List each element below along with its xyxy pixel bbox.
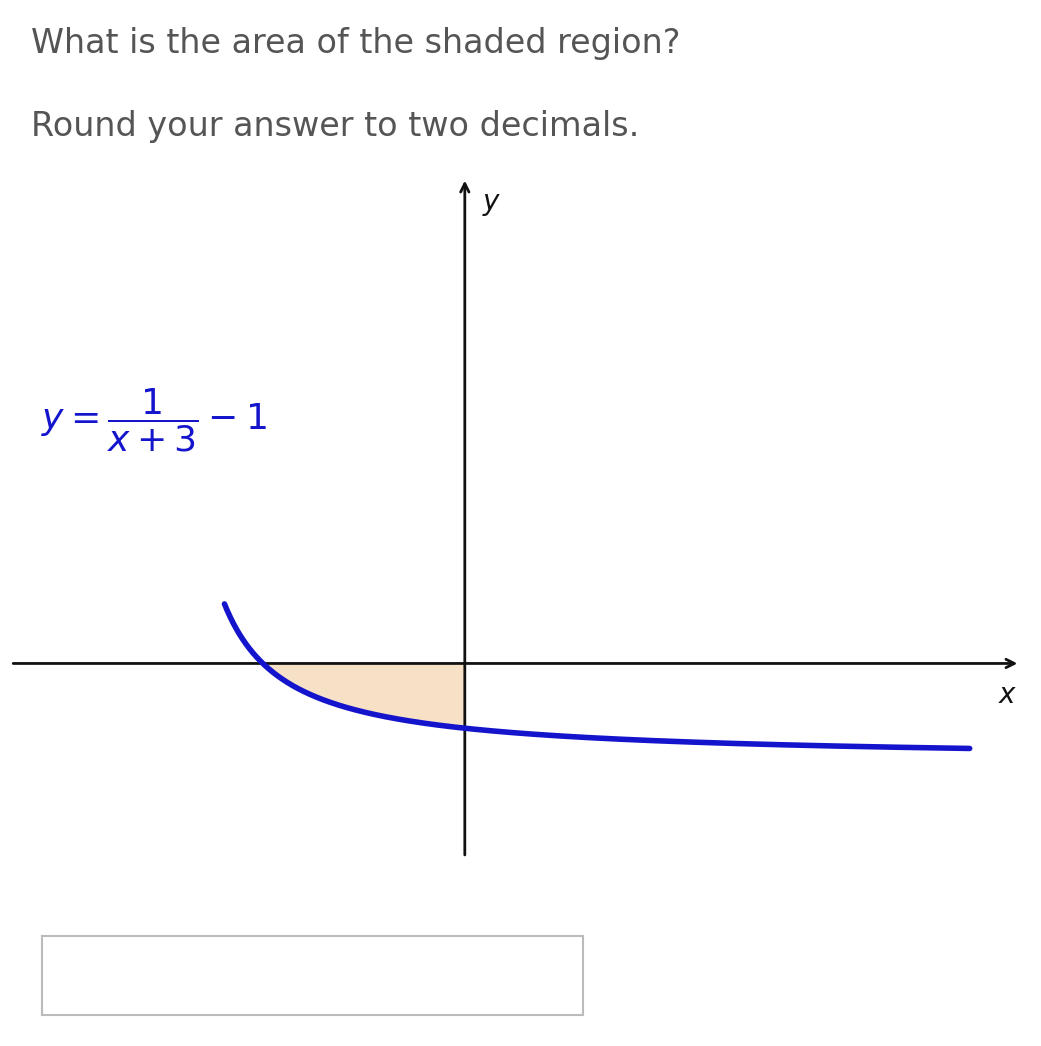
Text: Round your answer to two decimals.: Round your answer to two decimals. [31, 110, 639, 143]
Text: y: y [483, 187, 500, 215]
Text: What is the area of the shaded region?: What is the area of the shaded region? [31, 27, 681, 60]
Text: x: x [998, 681, 1015, 709]
Text: $y = \dfrac{1}{x+3} - 1$: $y = \dfrac{1}{x+3} - 1$ [41, 387, 266, 454]
